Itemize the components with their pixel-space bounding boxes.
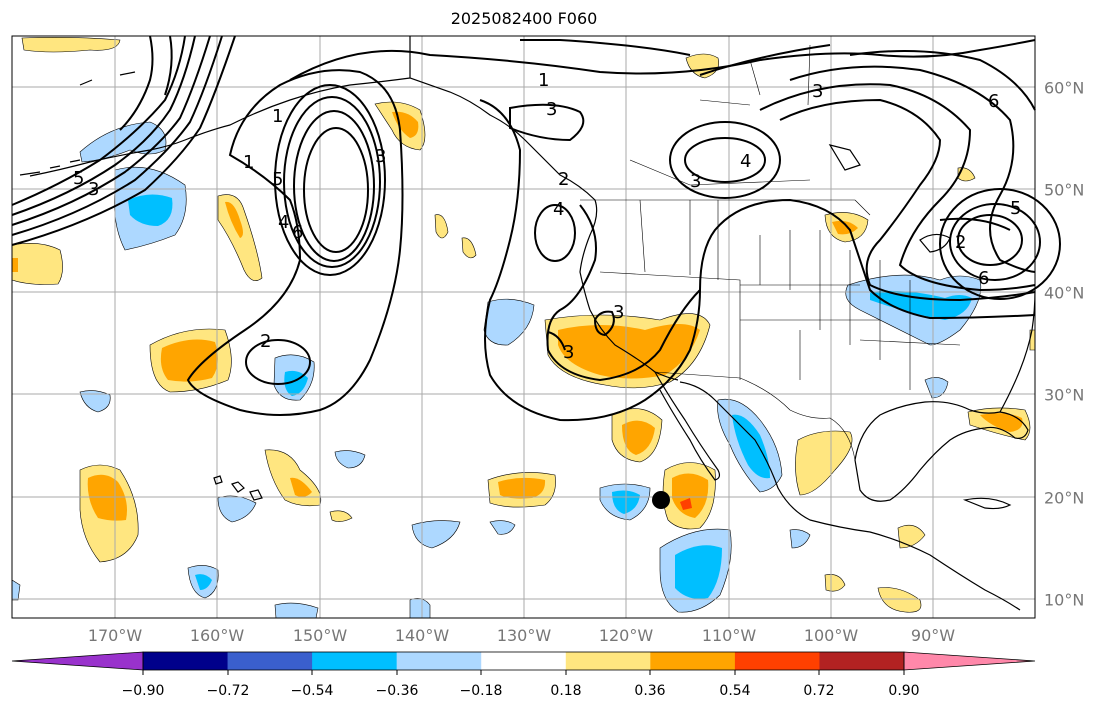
colorbar-min-extend — [11, 651, 144, 671]
lon-label: 90°W — [910, 626, 956, 645]
graticule — [12, 36, 1035, 618]
colorbar-tick-label: −0.54 — [290, 683, 334, 699]
contour-label: 4 — [553, 199, 564, 220]
colorbar-tick-label: 0.18 — [550, 683, 582, 699]
colorbar-segment — [734, 652, 820, 670]
negative-anomaly-medium — [128, 194, 972, 599]
contour-label: 3 — [812, 81, 823, 102]
lon-label: 150°W — [292, 626, 348, 645]
storm-marker — [652, 491, 670, 509]
positive-anomaly-medium — [12, 111, 1023, 521]
contour-label: 6 — [292, 222, 303, 243]
colorbar-segment — [819, 652, 905, 670]
lon-label: 110°W — [701, 626, 757, 645]
contour-label: 2 — [955, 232, 966, 253]
lat-label: 20°N — [1044, 488, 1085, 508]
contour-label: 4 — [278, 212, 289, 233]
contour-lines — [11, 35, 1061, 422]
lat-label: 30°N — [1044, 385, 1085, 405]
contour-label: 6 — [978, 268, 989, 289]
colorbar-segment — [227, 652, 313, 670]
positive-anomaly-strong — [680, 498, 692, 510]
contour-labels: 1 3 3 4 6 5 4 2 3 4 3 3 1 3 6 5 2 6 5 3 … — [73, 70, 1021, 363]
contour-label: 1 — [538, 70, 549, 91]
colorbar-tick-label: 0.72 — [803, 683, 835, 699]
lon-label: 170°W — [87, 626, 143, 645]
contour-label: 3 — [375, 146, 386, 167]
lon-label: 160°W — [189, 626, 245, 645]
contour-label: 2 — [558, 169, 569, 190]
contour-label: 3 — [690, 171, 701, 192]
contour-label: 1 — [243, 152, 254, 173]
contour-label: 4 — [740, 151, 751, 172]
colorbar-tick-label: 0.90 — [888, 683, 920, 699]
contour-label: 2 — [260, 331, 271, 352]
colorbar-tick-label: −0.72 — [206, 683, 250, 699]
colorbar-segment — [650, 652, 736, 670]
lon-label: 100°W — [803, 626, 859, 645]
lon-label: 140°W — [394, 626, 450, 645]
lon-label: 120°W — [598, 626, 654, 645]
colorbar-segment — [396, 652, 482, 670]
colorbar-tick-label: −0.18 — [459, 683, 503, 699]
contour-label: 1 — [272, 106, 283, 127]
contour-label: 6 — [988, 91, 999, 112]
colorbar-segment — [481, 652, 567, 670]
contour-label: 5 — [73, 168, 84, 189]
lat-label: 40°N — [1044, 283, 1085, 303]
colorbar-max-extend — [903, 651, 1036, 671]
colorbar-tick-label: −0.90 — [121, 683, 165, 699]
contour-label: 5 — [1010, 198, 1021, 219]
lat-label: 10°N — [1044, 590, 1085, 610]
contour-label: 3 — [613, 302, 624, 323]
colorbar-tick-label: 0.36 — [634, 683, 666, 699]
lat-label: 50°N — [1044, 180, 1085, 200]
colorbar-segment — [312, 652, 398, 670]
contour-label: 3 — [88, 179, 99, 200]
contour-label: 5 — [272, 169, 283, 190]
colorbar-tick-label: 0.54 — [719, 683, 751, 699]
contour-label: 3 — [563, 342, 574, 363]
lat-label: 60°N — [1044, 78, 1085, 98]
contour-label: 3 — [546, 99, 557, 120]
political-borders — [580, 44, 961, 461]
colorbar-tick-label: −0.36 — [375, 683, 419, 699]
chart-title: 2025082400 F060 — [450, 9, 598, 28]
colorbar-segment — [565, 652, 651, 670]
lon-label: 130°W — [496, 626, 552, 645]
colorbar-segments — [143, 652, 905, 670]
colorbar-segment — [143, 652, 229, 670]
coastlines — [19, 36, 1036, 611]
